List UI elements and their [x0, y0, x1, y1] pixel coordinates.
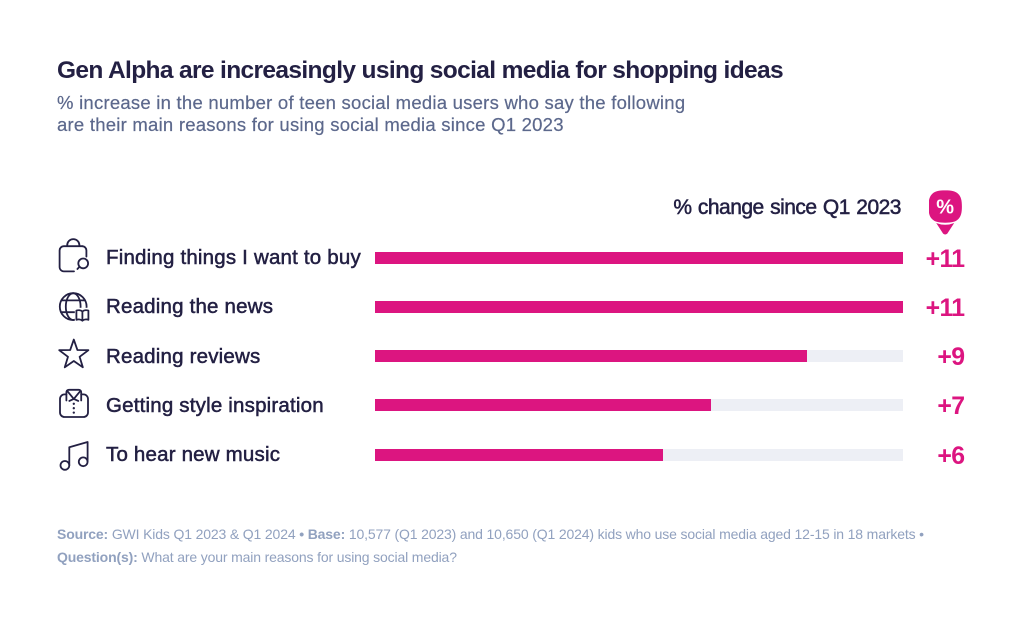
svg-text:%: % [936, 196, 954, 218]
